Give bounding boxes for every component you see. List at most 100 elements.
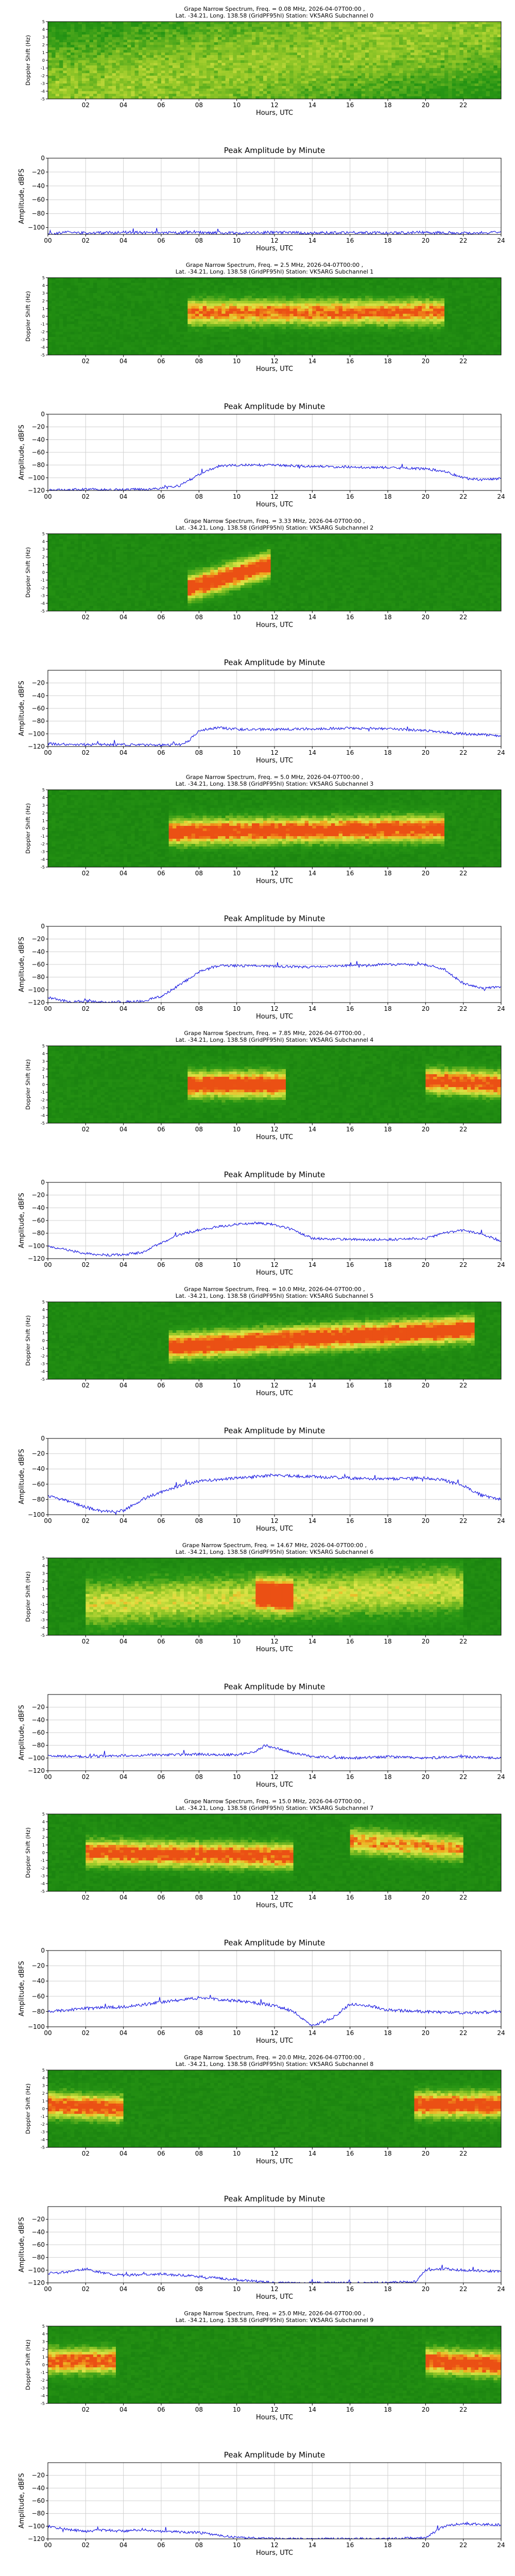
spectrogram-cell [214, 73, 218, 76]
spectrogram-cell [422, 45, 426, 47]
spectrogram-cell [456, 58, 460, 60]
spectrogram-cell [199, 332, 203, 334]
spectrogram-cell [482, 37, 486, 40]
spectrogram-cell [475, 58, 479, 60]
spectrogram-cell [108, 55, 112, 58]
spectrogram-cell [399, 83, 403, 86]
spectrogram-cell [173, 68, 177, 71]
spectrogram-cell [52, 327, 56, 329]
spectrogram-cell [78, 81, 82, 83]
spectrogram-cell [165, 334, 169, 337]
spectrogram-cell [48, 278, 52, 280]
spectrogram-cell [124, 60, 128, 63]
spectrogram-cell [478, 60, 483, 63]
spectrogram-cell [74, 311, 78, 314]
spectrogram-cell [101, 303, 105, 306]
spectrogram-cell [135, 91, 139, 94]
spectrogram-cell [403, 68, 407, 71]
spectrogram-cell [127, 334, 131, 337]
spectrogram-cell [414, 47, 418, 50]
spectrogram-cell [490, 89, 494, 91]
spectrogram-cell [93, 309, 97, 311]
spectrogram-cell [433, 47, 437, 50]
spectrogram-cell [365, 24, 369, 27]
spectrogram-cell [267, 35, 271, 37]
spectrogram-cell [244, 89, 248, 91]
spectrogram-cell [101, 65, 105, 68]
spectrogram-cell [112, 303, 116, 306]
spectrogram-cell [207, 60, 211, 63]
spectrogram-cell [169, 35, 173, 37]
spectrogram-cell [199, 337, 203, 340]
spectrogram-cell [108, 337, 112, 340]
spectrogram-cell [486, 40, 490, 42]
spectrogram-cell [335, 27, 339, 29]
spectrogram-cell [150, 293, 154, 296]
spectrogram-cell [437, 73, 441, 76]
spectrogram-cell [116, 65, 120, 68]
spectrogram-cell [52, 22, 56, 24]
spectrogram-cell [116, 319, 120, 321]
spectrogram-cell [278, 86, 282, 89]
spectrogram-cell [357, 35, 362, 37]
spectrogram-cell [425, 63, 430, 65]
spectrogram-cell [146, 324, 150, 327]
spectrogram-cell [52, 291, 56, 293]
spectrogram-cell [135, 27, 139, 29]
spectrogram-cell [369, 40, 373, 42]
spectrogram-cell [195, 314, 199, 316]
spectrogram-cell [105, 24, 109, 27]
spectrogram-cell [342, 71, 347, 73]
spectrogram-cell [82, 27, 86, 29]
spectrogram-cell [67, 329, 71, 332]
spectrogram-cell [131, 32, 135, 35]
spectrogram-cell [331, 78, 335, 81]
spectrogram-cell [59, 293, 63, 296]
spectrogram-cell [67, 278, 71, 280]
spectrogram-cell [452, 42, 456, 45]
spectrogram-cell [74, 291, 78, 293]
spectrogram-cell [357, 60, 362, 63]
spectrogram-cell [308, 89, 313, 91]
spectrogram-cell [101, 53, 105, 55]
spectrogram-cell [286, 89, 290, 91]
spectrogram-cell [108, 45, 112, 47]
spectrogram-cell [452, 53, 456, 55]
spectrogram-cell [97, 35, 101, 37]
spectrogram-cell [184, 86, 188, 89]
spectrogram-cell [187, 68, 192, 71]
x-tick-label: 18 [384, 101, 391, 109]
spectrogram-cell [82, 306, 86, 309]
spectrogram-cell [267, 50, 271, 53]
y-tick-label: -3 [41, 81, 45, 86]
spectrogram-cell [286, 86, 290, 89]
spectrogram-cell [441, 58, 445, 60]
spectrogram-cell [328, 81, 332, 83]
spectrogram-cell [274, 86, 279, 89]
spectrogram-cell [203, 309, 207, 311]
spectrogram-cell [48, 283, 52, 285]
spectrogram-cell [165, 91, 169, 94]
spectrogram-cell [373, 58, 377, 60]
spectrogram-cell [150, 78, 154, 81]
spectrogram-cell [218, 63, 222, 65]
spectrogram-cell [452, 68, 456, 71]
spectrogram-cell [297, 55, 301, 58]
spectrogram-cell [339, 55, 343, 58]
spectrogram-cell [48, 81, 52, 83]
spectrogram-cell [116, 58, 120, 60]
spectrogram-cell [158, 37, 162, 40]
spectrogram-cell [67, 280, 71, 283]
spectrogram-cell [108, 285, 112, 288]
spectrogram-cell [195, 283, 199, 285]
spectrogram-cell [199, 296, 203, 298]
spectrogram-cell [67, 58, 71, 60]
spectrogram-cell [142, 316, 146, 319]
spectrogram-cell [263, 22, 267, 24]
spectrogram-cell [119, 45, 124, 47]
spectrogram-cell [82, 47, 86, 50]
spectrogram-cell [286, 83, 290, 86]
spectrogram-cell [464, 47, 468, 50]
spectrogram-cell [139, 32, 143, 35]
spectrogram-cell [410, 89, 415, 91]
